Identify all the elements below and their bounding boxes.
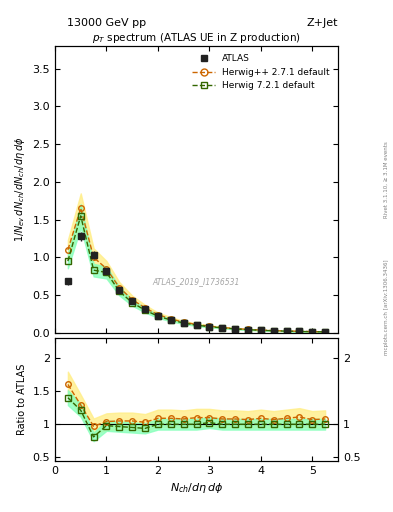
Herwig 7.2.1 default	[246, 327, 250, 333]
Herwig++ 2.7.1 default	[130, 296, 134, 303]
X-axis label: $N_{ch}/d\eta\,d\phi$: $N_{ch}/d\eta\,d\phi$	[170, 481, 223, 495]
Herwig 7.2.1 default	[130, 300, 134, 306]
Herwig 7.2.1 default	[91, 267, 96, 273]
Title: $p_T$ spectrum (ATLAS UE in Z production): $p_T$ spectrum (ATLAS UE in Z production…	[92, 31, 301, 45]
Line: Herwig 7.2.1 default: Herwig 7.2.1 default	[68, 216, 325, 332]
Herwig++ 2.7.1 default	[207, 323, 212, 329]
Text: mcplots.cern.ch [arXiv:1306.3436]: mcplots.cern.ch [arXiv:1306.3436]	[384, 260, 389, 355]
Herwig 7.2.1 default	[207, 324, 212, 330]
Herwig++ 2.7.1 default	[169, 316, 173, 322]
Herwig 7.2.1 default	[156, 313, 160, 319]
Herwig++ 2.7.1 default	[233, 326, 237, 332]
Herwig++ 2.7.1 default	[117, 285, 122, 291]
Herwig 7.2.1 default	[194, 322, 199, 328]
Herwig++ 2.7.1 default	[181, 319, 186, 325]
Herwig 7.2.1 default	[117, 288, 122, 294]
Herwig++ 2.7.1 default	[246, 326, 250, 332]
Herwig++ 2.7.1 default	[310, 329, 315, 335]
Herwig++ 2.7.1 default	[259, 327, 263, 333]
Herwig++ 2.7.1 default	[104, 266, 109, 272]
Herwig++ 2.7.1 default	[194, 322, 199, 328]
Herwig 7.2.1 default	[297, 328, 302, 334]
Herwig++ 2.7.1 default	[143, 305, 147, 311]
Herwig++ 2.7.1 default	[66, 247, 70, 253]
Herwig 7.2.1 default	[271, 328, 276, 334]
Text: ATLAS_2019_I1736531: ATLAS_2019_I1736531	[153, 276, 240, 286]
Herwig++ 2.7.1 default	[220, 325, 224, 331]
Herwig++ 2.7.1 default	[323, 329, 327, 335]
Herwig++ 2.7.1 default	[78, 205, 83, 211]
Herwig++ 2.7.1 default	[297, 328, 302, 334]
Herwig++ 2.7.1 default	[156, 312, 160, 318]
Y-axis label: $1/N_{ev}\,dN_{ch}/dN_{ch}/d\eta\,d\phi$: $1/N_{ev}\,dN_{ch}/dN_{ch}/d\eta\,d\phi$	[13, 137, 27, 242]
Y-axis label: Ratio to ATLAS: Ratio to ATLAS	[17, 364, 27, 435]
Herwig 7.2.1 default	[181, 320, 186, 326]
Herwig 7.2.1 default	[233, 326, 237, 332]
Herwig 7.2.1 default	[66, 258, 70, 264]
Herwig 7.2.1 default	[284, 328, 289, 334]
Text: Z+Jet: Z+Jet	[307, 18, 338, 28]
Line: Herwig++ 2.7.1 default: Herwig++ 2.7.1 default	[68, 208, 325, 332]
Herwig 7.2.1 default	[310, 329, 315, 335]
Herwig 7.2.1 default	[323, 329, 327, 335]
Herwig 7.2.1 default	[220, 325, 224, 331]
Herwig 7.2.1 default	[78, 213, 83, 219]
Text: Rivet 3.1.10, ≥ 3.1M events: Rivet 3.1.10, ≥ 3.1M events	[384, 141, 389, 218]
Herwig 7.2.1 default	[169, 317, 173, 323]
Herwig++ 2.7.1 default	[284, 328, 289, 334]
Legend: ATLAS, Herwig++ 2.7.1 default, Herwig 7.2.1 default: ATLAS, Herwig++ 2.7.1 default, Herwig 7.…	[189, 51, 334, 94]
Herwig 7.2.1 default	[259, 327, 263, 333]
Herwig 7.2.1 default	[143, 307, 147, 313]
Herwig++ 2.7.1 default	[271, 328, 276, 334]
Text: 13000 GeV pp: 13000 GeV pp	[67, 18, 146, 28]
Herwig 7.2.1 default	[104, 269, 109, 275]
Herwig++ 2.7.1 default	[91, 254, 96, 261]
